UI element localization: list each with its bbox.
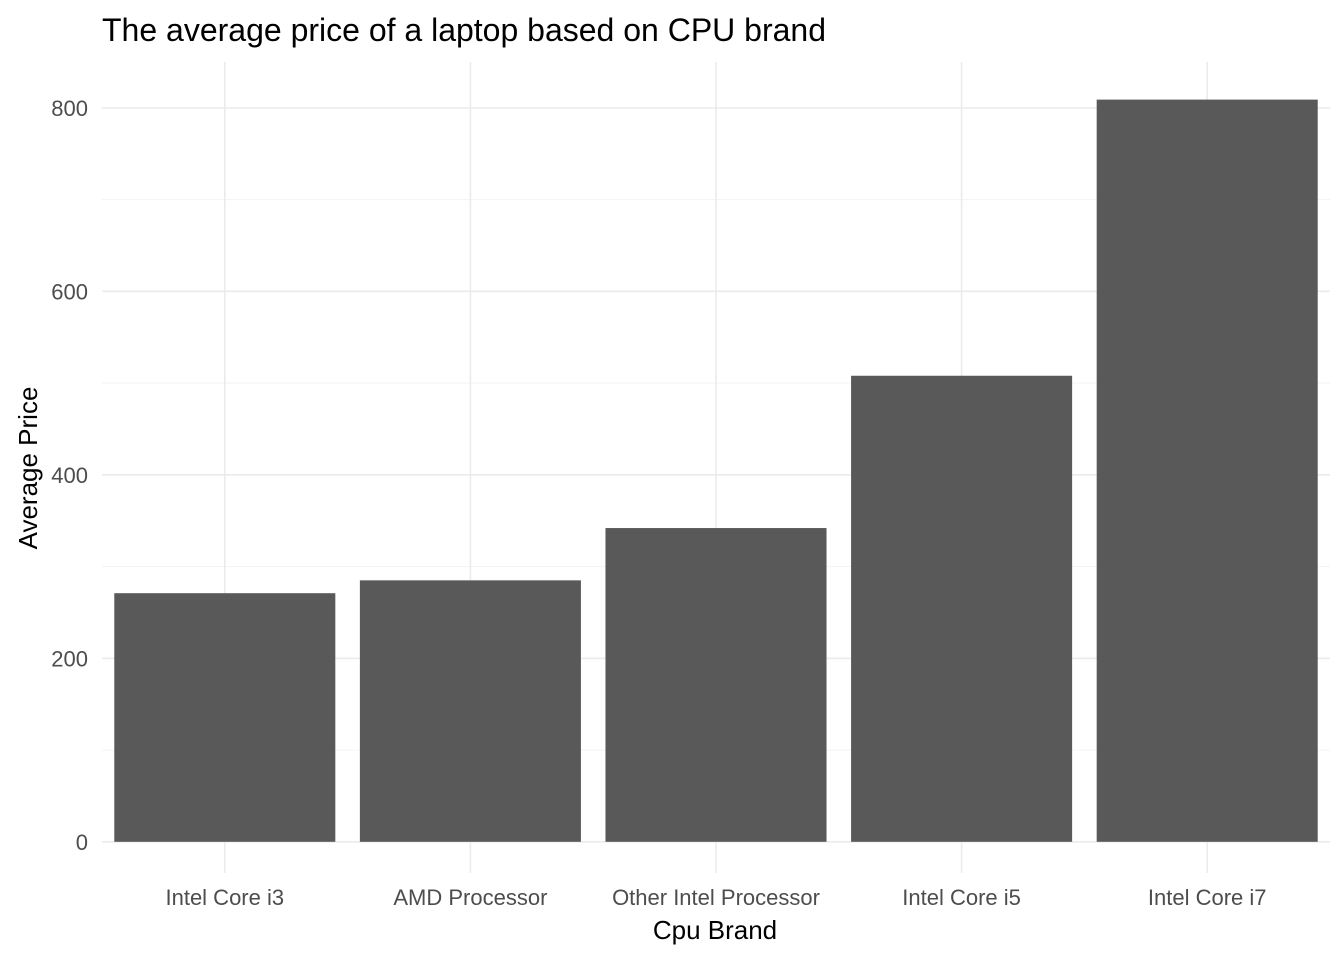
x-tick-label: Intel Core i3: [165, 885, 284, 910]
x-axis-title: Cpu Brand: [653, 915, 777, 945]
bars: [114, 99, 1318, 842]
y-axis-ticks: 0 200 400 600 800: [51, 96, 88, 855]
x-tick-label: Intel Core i7: [1148, 885, 1267, 910]
bar: [359, 580, 581, 842]
x-tick-label: Intel Core i5: [902, 885, 1021, 910]
y-tick-label: 800: [51, 96, 88, 121]
bar: [114, 593, 336, 842]
y-tick-label: 600: [51, 279, 88, 304]
bar: [605, 528, 827, 842]
y-tick-label: 400: [51, 463, 88, 488]
x-axis-ticks: Intel Core i3 AMD Processor Other Intel Pr…: [165, 885, 1266, 910]
x-tick-label: Other Intel Processor: [612, 885, 820, 910]
y-tick-label: 200: [51, 646, 88, 671]
y-tick-label: 0: [76, 830, 88, 855]
bar: [851, 375, 1073, 842]
y-axis-title: Average Price: [13, 387, 43, 550]
bar: [1096, 99, 1318, 842]
x-tick-label: AMD Processor: [393, 885, 547, 910]
chart-title: The average price of a laptop based on C…: [102, 12, 826, 48]
